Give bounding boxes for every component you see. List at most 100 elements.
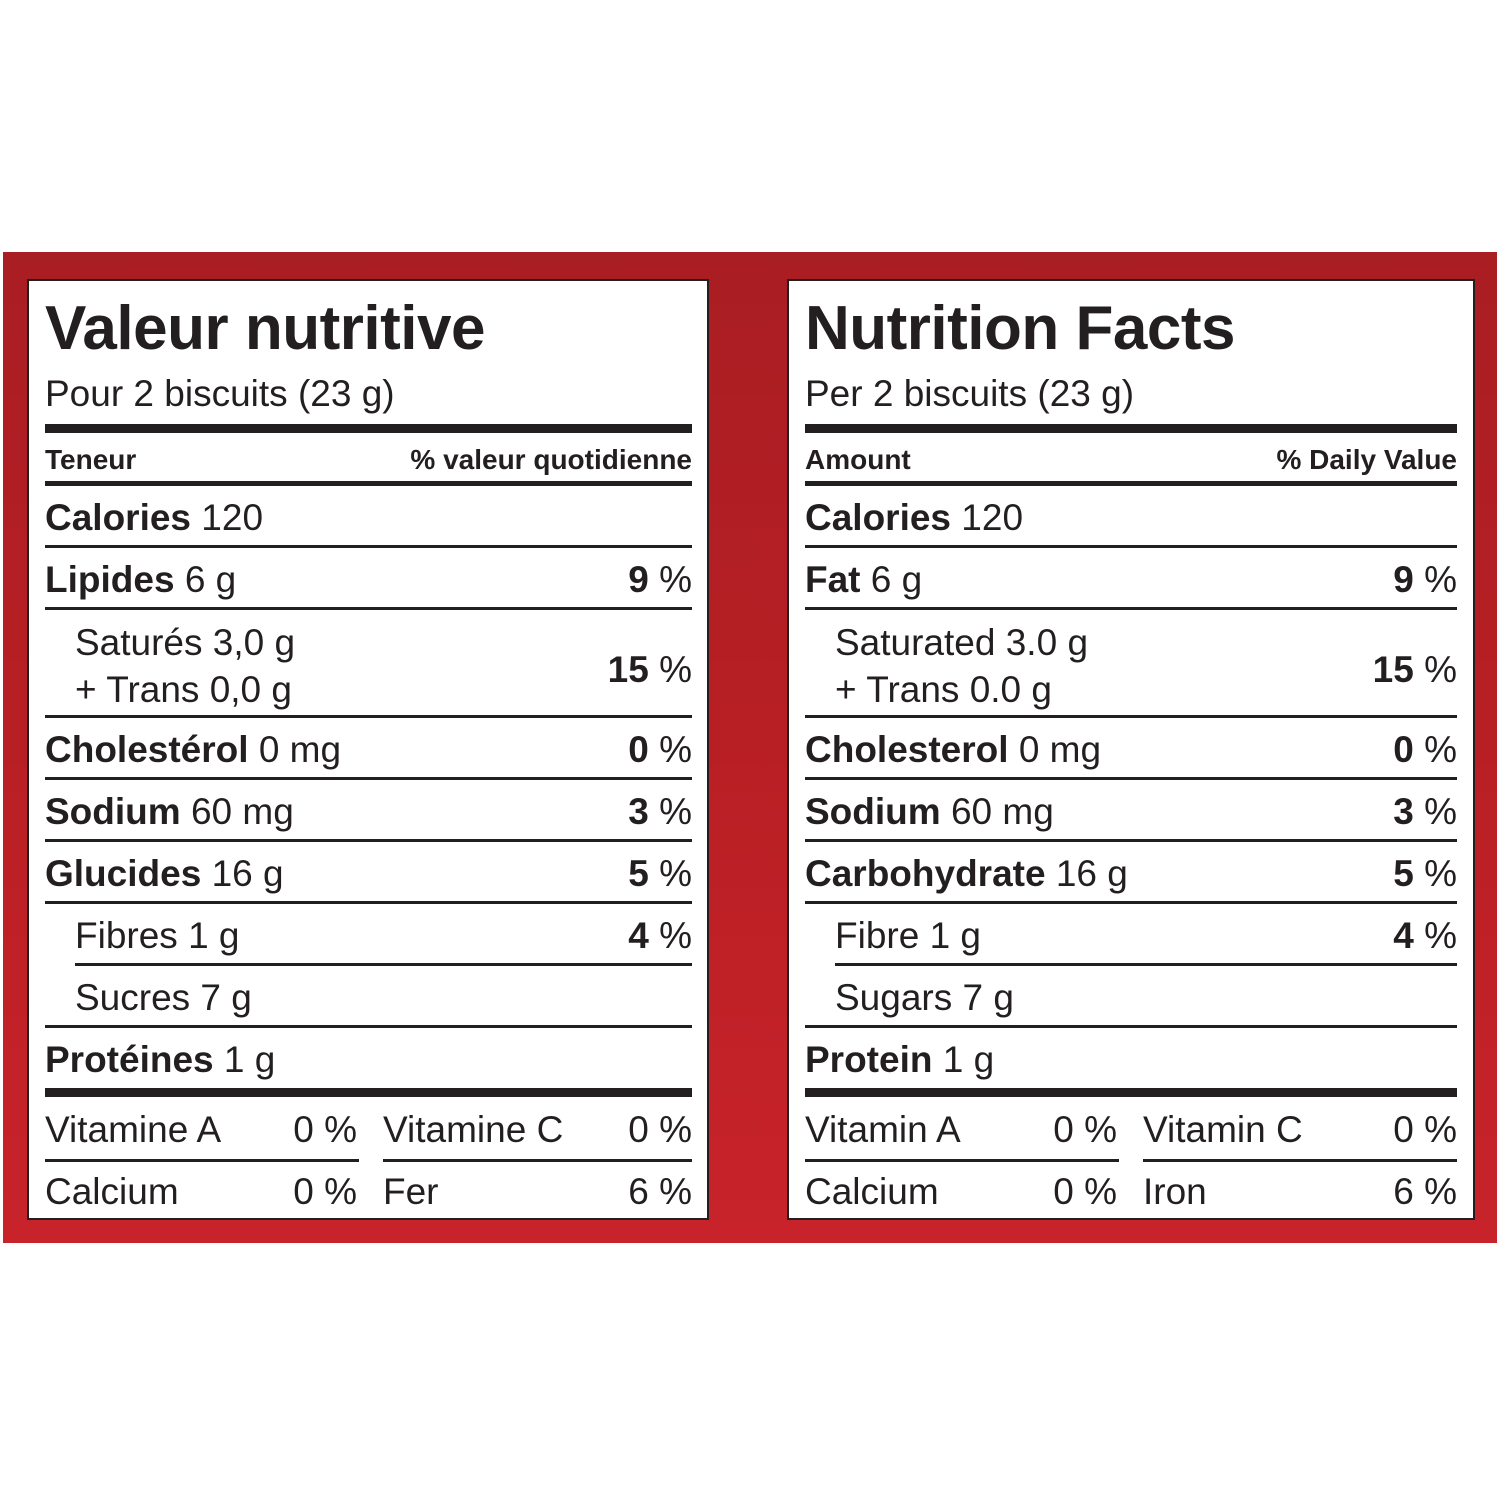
nutrient-amount: 120 bbox=[961, 497, 1024, 538]
daily-value: 3 % bbox=[628, 791, 692, 832]
nutrient-amount: 60 mg bbox=[950, 791, 1054, 832]
row-saturated-dv: 15 % bbox=[805, 645, 1457, 695]
iron: Fer 6 % bbox=[383, 1171, 692, 1212]
column-header: Teneur % valeur quotidienne bbox=[45, 444, 692, 476]
divider bbox=[45, 607, 692, 610]
divider bbox=[805, 1159, 1119, 1162]
divider bbox=[45, 481, 692, 486]
daily-value: 4 % bbox=[628, 915, 692, 956]
nutrient-amount: 6 g bbox=[184, 559, 237, 600]
calcium: Calcium 0 % bbox=[805, 1171, 1117, 1212]
divider-thick bbox=[805, 424, 1457, 433]
nutrient-amount: 16 g bbox=[211, 853, 284, 894]
divider-thick bbox=[45, 1088, 692, 1097]
divider bbox=[835, 963, 1457, 966]
divider-thick bbox=[805, 1088, 1457, 1097]
divider bbox=[45, 777, 692, 780]
divider bbox=[45, 715, 692, 718]
nutrient-label: Cholesterol bbox=[805, 729, 1009, 770]
iron: Iron 6 % bbox=[1143, 1171, 1457, 1212]
panel-title: Valeur nutritive bbox=[45, 294, 485, 363]
row-fibre: Fibres 1 g 4 % bbox=[45, 911, 692, 961]
nutrient-label: Sucres 7 g bbox=[75, 977, 252, 1018]
row-carbohydrate: Glucides 16 g 5 % bbox=[45, 849, 692, 899]
header-amount: Teneur bbox=[45, 444, 137, 475]
row-sodium: Sodium 60 mg 3 % bbox=[45, 787, 692, 837]
nutrient-label: Protéines bbox=[45, 1039, 214, 1080]
column-header: Amount % Daily Value bbox=[805, 444, 1457, 476]
nutrient-amount: 1 g bbox=[223, 1039, 276, 1080]
nutrient-label: Lipides bbox=[45, 559, 175, 600]
divider bbox=[805, 715, 1457, 718]
daily-value: 3 % bbox=[1393, 791, 1457, 832]
divider bbox=[45, 839, 692, 842]
divider-thick bbox=[45, 424, 692, 433]
divider bbox=[805, 481, 1457, 486]
daily-value: 15 % bbox=[1372, 649, 1457, 690]
daily-value: 15 % bbox=[607, 649, 692, 690]
saturated-trans-block: Saturés 3,0 g + Trans 0,0 g bbox=[75, 619, 295, 713]
row-fat: Lipides 6 g 9 % bbox=[45, 555, 692, 605]
divider bbox=[45, 545, 692, 548]
divider bbox=[45, 901, 692, 904]
header-daily-value: % Daily Value bbox=[1276, 444, 1457, 475]
nutrient-label: Sugars 7 g bbox=[835, 977, 1014, 1018]
saturated-line: Saturated 3.0 g bbox=[835, 622, 1089, 663]
daily-value: 0 % bbox=[1393, 729, 1457, 770]
nutrient-label: Fat bbox=[805, 559, 861, 600]
header-amount: Amount bbox=[805, 444, 911, 475]
nutrition-panel-english: Nutrition Facts Per 2 biscuits (23 g) Am… bbox=[787, 279, 1475, 1220]
nutrient-label: Protein bbox=[805, 1039, 933, 1080]
nutrient-label: Calories bbox=[805, 497, 952, 538]
nutrient-label: Glucides bbox=[45, 853, 202, 894]
calcium: Calcium 0 % bbox=[45, 1171, 357, 1212]
daily-value: 4 % bbox=[1393, 915, 1457, 956]
row-cholesterol: Cholestérol 0 mg 0 % bbox=[45, 725, 692, 775]
divider bbox=[75, 963, 692, 966]
row-fat: Fat 6 g 9 % bbox=[805, 555, 1457, 605]
serving-size: Pour 2 biscuits (23 g) bbox=[45, 373, 395, 414]
daily-value: 5 % bbox=[1393, 853, 1457, 894]
nutrient-amount: 0 mg bbox=[1018, 729, 1102, 770]
divider bbox=[805, 777, 1457, 780]
divider bbox=[805, 607, 1457, 610]
row-saturated-dv: 15 % bbox=[45, 645, 692, 695]
trans-line: + Trans 0,0 g bbox=[75, 669, 292, 710]
divider bbox=[805, 1025, 1457, 1028]
nutrient-label: Sodium bbox=[45, 791, 181, 832]
daily-value: 0 % bbox=[628, 729, 692, 770]
row-calories: Calories 120 bbox=[45, 493, 692, 543]
trans-line: + Trans 0.0 g bbox=[835, 669, 1052, 710]
divider bbox=[45, 1025, 692, 1028]
row-sodium: Sodium 60 mg 3 % bbox=[805, 787, 1457, 837]
serving-size: Per 2 biscuits (23 g) bbox=[805, 373, 1135, 414]
divider bbox=[45, 1159, 359, 1162]
nutrient-amount: 120 bbox=[201, 497, 264, 538]
divider bbox=[805, 839, 1457, 842]
saturated-trans-block: Saturated 3.0 g + Trans 0.0 g bbox=[835, 619, 1088, 713]
nutrient-label: Fibre 1 g bbox=[835, 915, 982, 956]
saturated-line: Saturés 3,0 g bbox=[75, 622, 296, 663]
nutrient-label: Sodium bbox=[805, 791, 941, 832]
divider bbox=[383, 1159, 692, 1162]
row-fibre: Fibre 1 g 4 % bbox=[805, 911, 1457, 961]
divider bbox=[805, 545, 1457, 548]
nutrition-panel-french: Valeur nutritive Pour 2 biscuits (23 g) … bbox=[27, 279, 709, 1220]
nutrient-amount: 0 mg bbox=[258, 729, 342, 770]
divider bbox=[805, 901, 1457, 904]
nutrient-amount: 1 g bbox=[942, 1039, 995, 1080]
row-sugars: Sugars 7 g bbox=[805, 973, 1457, 1023]
divider bbox=[1143, 1159, 1457, 1162]
row-protein: Protein 1 g bbox=[805, 1035, 1457, 1085]
header-daily-value: % valeur quotidienne bbox=[410, 444, 692, 475]
daily-value: 9 % bbox=[628, 559, 692, 600]
nutrient-amount: 6 g bbox=[870, 559, 923, 600]
nutrient-label: Cholestérol bbox=[45, 729, 249, 770]
nutrient-label: Calories bbox=[45, 497, 192, 538]
row-cholesterol: Cholesterol 0 mg 0 % bbox=[805, 725, 1457, 775]
row-sugars: Sucres 7 g bbox=[45, 973, 692, 1023]
